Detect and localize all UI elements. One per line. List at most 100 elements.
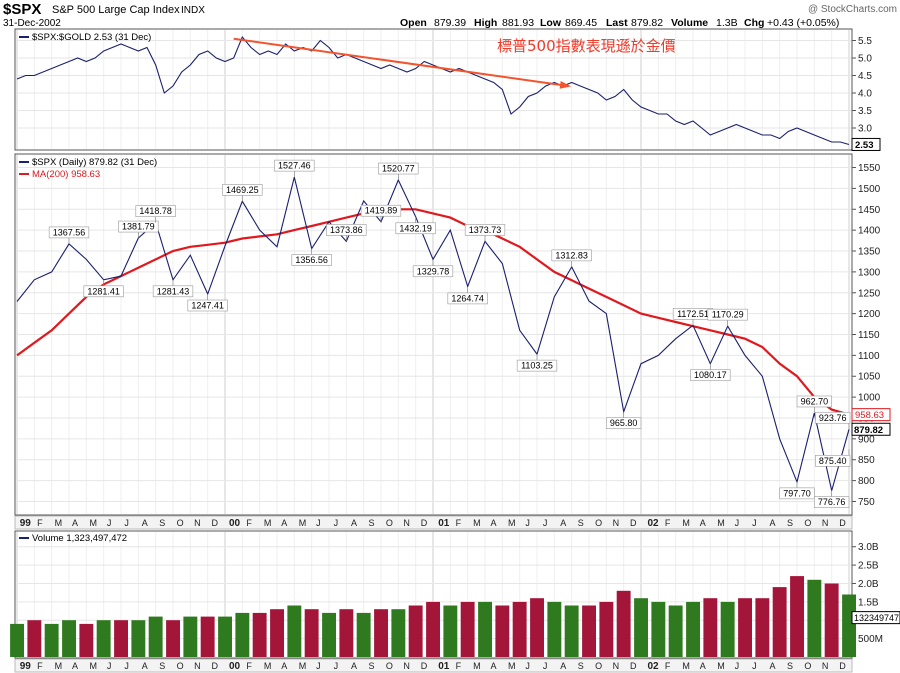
volume-last-value-marker: 1323497472 <box>851 611 900 625</box>
price-month-axis: 99 F M A M J J A S O N D 00 F M A M J J A S O N D 01 F M A M J J A S O N D 0… <box>14 515 853 530</box>
month-label-F: F <box>665 518 671 528</box>
price-label-box <box>606 417 642 430</box>
price-label-797.70: 797.70 <box>783 488 811 498</box>
open-label: Open <box>400 17 427 29</box>
ratio-y-axis: 3.0 3.5 4.0 4.5 5.0 5.5 <box>852 36 872 135</box>
volume-tick-label: 2.0B <box>858 579 879 590</box>
month-label-J: J <box>316 661 321 671</box>
price-tick-label: 750 <box>858 497 875 508</box>
price-label-box <box>360 204 402 217</box>
trend-annotation: 標普500指數表現遜於金價 <box>497 37 676 55</box>
month-label-D: D <box>630 661 637 671</box>
price-label-box <box>815 454 851 467</box>
month-label-M: M <box>473 518 481 528</box>
month-label-J: J <box>525 518 530 528</box>
month-label-F: F <box>246 518 252 528</box>
volume-bar <box>668 605 683 657</box>
price-label-box <box>447 292 488 305</box>
ratio-series-line <box>16 35 850 146</box>
last-value: 879.82 <box>631 17 663 29</box>
ratio-panel: 3.0 3.5 4.0 4.5 5.0 5.5 標普500指數表現遜於金價 $SPX:$G… <box>14 28 881 151</box>
price-label-1329.78: 1329.78 <box>417 266 450 276</box>
price-label-box <box>48 226 90 239</box>
volume-bar <box>27 620 42 657</box>
volume-bar <box>183 616 198 657</box>
price-label-box <box>291 254 332 266</box>
volume-bar <box>79 623 94 657</box>
month-label-N: N <box>613 518 620 528</box>
price-label-box <box>516 359 558 372</box>
volume-label: Volume <box>671 17 708 29</box>
month-label-M: M <box>473 661 481 671</box>
price-tick-label: 1450 <box>858 205 881 216</box>
volume-legend-text: Volume 1,323,497,472 <box>32 533 127 544</box>
chg-value: +0.43 (+0.05%) <box>767 17 839 29</box>
price-label-box <box>815 411 851 424</box>
month-label-O: O <box>386 661 393 671</box>
trend-arrow-head <box>559 80 572 89</box>
price-label-box <box>83 285 124 298</box>
month-label-M: M <box>55 661 63 671</box>
price-last-value-text: 879.82 <box>854 425 883 436</box>
volume-tick-label: 500M <box>858 634 883 645</box>
month-label-O: O <box>177 661 184 671</box>
high-value: 881.93 <box>502 17 534 29</box>
month-label-M: M <box>264 661 272 671</box>
volume-bar <box>131 620 146 657</box>
month-label-S: S <box>787 518 793 528</box>
month-label-M: M <box>89 518 97 528</box>
volume-bar <box>114 620 128 657</box>
ratio-tick-label: 5.0 <box>858 54 872 65</box>
price-label-1281.41: 1281.41 <box>87 286 120 296</box>
ratio-tick-label: 3.5 <box>858 106 872 117</box>
month-label-M: M <box>717 518 725 528</box>
price-label-box <box>395 222 436 235</box>
price-label-box <box>135 205 176 217</box>
price-tick-label: 1150 <box>858 330 880 341</box>
price-label-776.76: 776.76 <box>818 497 846 507</box>
month-label-O: O <box>804 518 811 528</box>
volume-bar <box>166 620 180 657</box>
month-label-D: D <box>421 518 428 528</box>
low-value: 869.45 <box>565 17 597 29</box>
month-label-O: O <box>595 518 602 528</box>
chg-label: Chg <box>744 17 764 29</box>
volume-bars <box>10 576 856 657</box>
volume-bar <box>270 609 284 657</box>
volume-bar <box>530 598 544 657</box>
volume-bar <box>599 601 614 657</box>
volume-bar <box>738 598 752 657</box>
price-tick-label: 850 <box>858 455 875 466</box>
month-label-M: M <box>55 518 63 528</box>
price-label-962.70: 962.70 <box>801 396 829 406</box>
month-label-D: D <box>839 661 846 671</box>
volume-bar <box>235 612 250 657</box>
ma-last-value-box <box>851 408 891 422</box>
volume-legend: Volume 1,323,497,472 <box>19 533 127 544</box>
month-label-D: D <box>630 518 637 528</box>
open-value: 879.39 <box>434 17 466 29</box>
volume-bar <box>62 620 76 657</box>
month-axis-band <box>14 515 853 530</box>
month-label-M: M <box>717 661 725 671</box>
price-label-box <box>118 220 159 233</box>
chart-date: 31-Dec-2002 <box>3 18 61 29</box>
month-label-A: A <box>281 661 287 671</box>
volume-bar <box>304 609 319 657</box>
month-label-N: N <box>613 661 620 671</box>
price-label-1527.46: 1527.46 <box>278 161 311 171</box>
month-label-A: A <box>770 518 776 528</box>
month-label-J: J <box>107 661 112 671</box>
volume-bar <box>807 579 822 657</box>
month-label-M: M <box>508 518 516 528</box>
price-label-1373.73: 1373.73 <box>469 225 502 235</box>
price-label-1373.86: 1373.86 <box>330 225 363 235</box>
price-tick-label: 1500 <box>858 184 881 195</box>
month-label-O: O <box>177 518 184 528</box>
price-label-box <box>412 265 454 278</box>
price-label-1520.77: 1520.77 <box>382 164 415 174</box>
month-label-J: J <box>735 661 740 671</box>
volume-bar <box>842 594 856 657</box>
volume-bar <box>356 612 371 657</box>
month-label-A: A <box>72 661 78 671</box>
